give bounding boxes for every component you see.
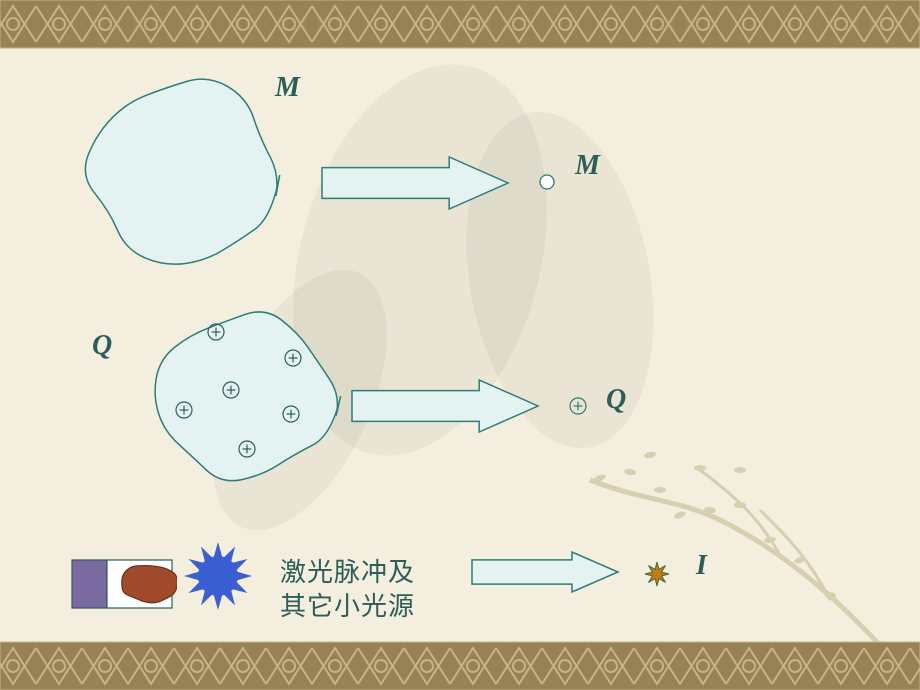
laser-text-line1: 激光脉冲及 <box>280 556 415 590</box>
charge-blob <box>133 293 353 499</box>
label-I-right: I <box>696 550 707 582</box>
mass-point <box>532 167 562 197</box>
mass-blob <box>70 60 300 290</box>
light-point-star <box>637 554 677 594</box>
label-Q-left: Q <box>92 330 112 362</box>
flashlight-icon <box>67 555 177 613</box>
arrow-charge <box>350 378 540 434</box>
charge-point <box>563 391 593 421</box>
laser-text-line2: 其它小光源 <box>280 590 415 624</box>
sun-icon <box>178 536 258 616</box>
label-M-top: M <box>275 72 300 104</box>
label-M-right: M <box>575 150 600 182</box>
arrow-mass <box>320 155 510 211</box>
label-Q-right: Q <box>606 384 626 416</box>
arrow-light <box>470 550 620 594</box>
